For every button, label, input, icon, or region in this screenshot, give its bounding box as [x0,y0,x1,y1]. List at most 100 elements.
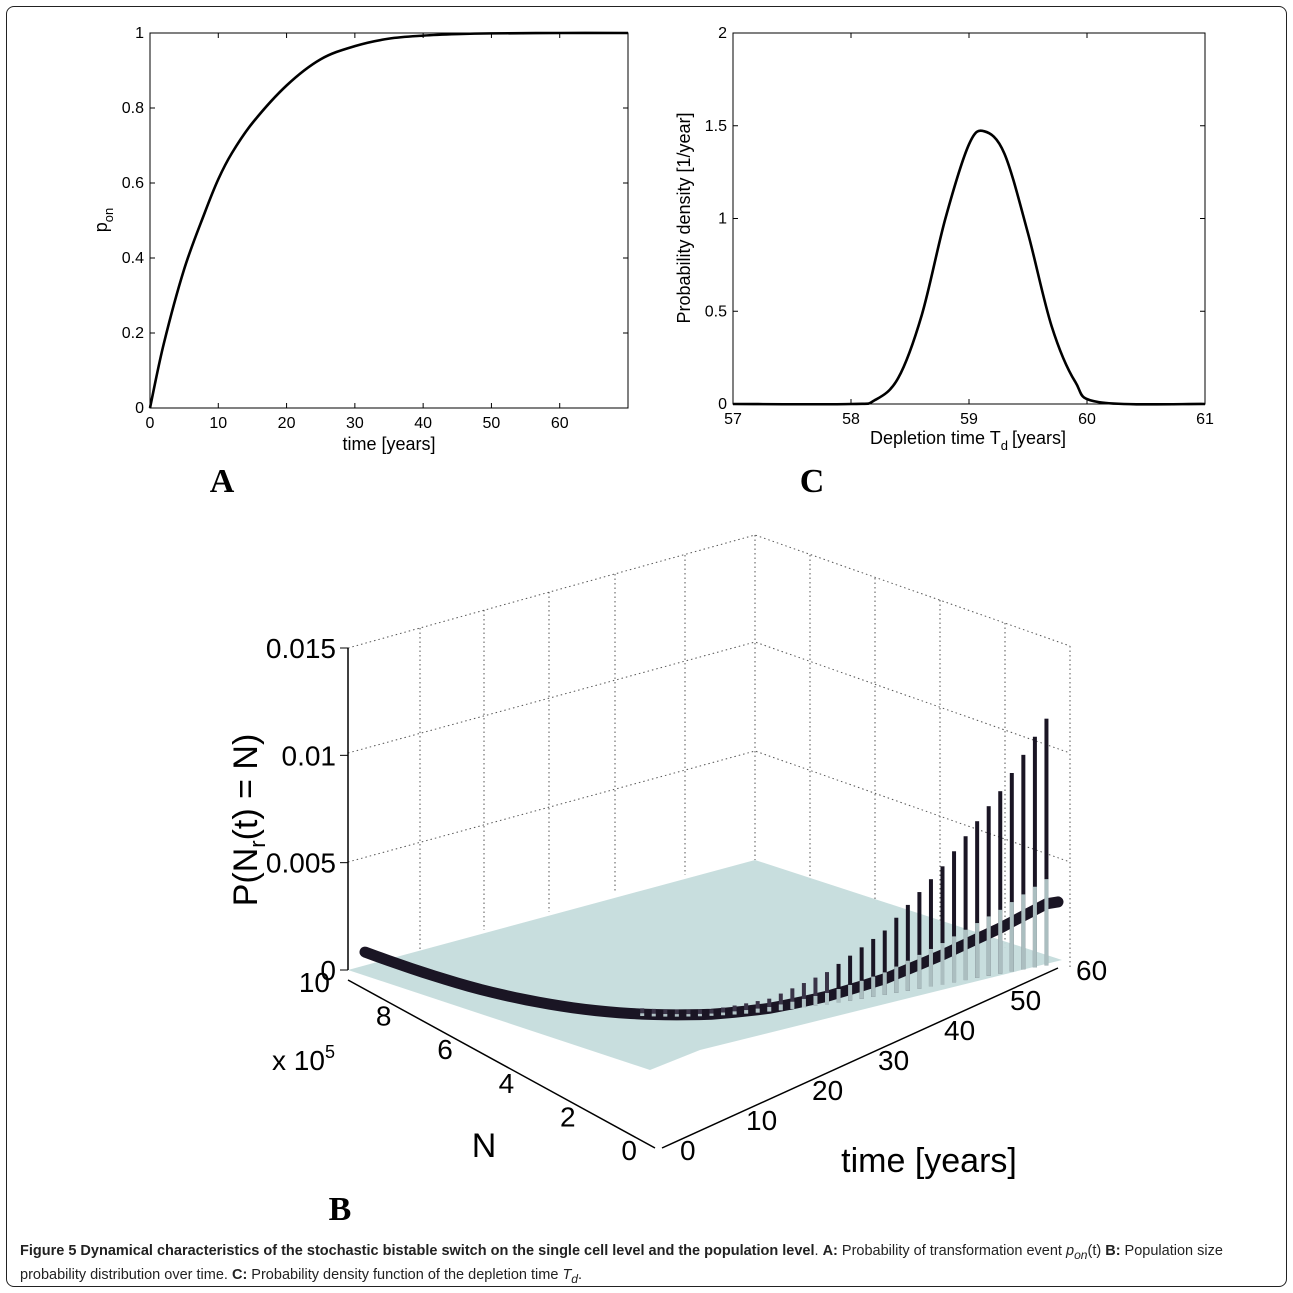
panel-b-bar-base [882,972,887,995]
panel-b-bar [674,1009,679,1017]
panel-b-ztick-label: 0.005 [266,848,336,879]
panel-b-bar-base [1021,894,1026,970]
panel-b-bar [686,1009,691,1017]
panel-b-ntick-label: 0 [621,1135,637,1166]
caption-a-symbol-sub: on [1074,1247,1088,1262]
panel-a-chart: 0 10 20 30 40 50 60 0 0.2 0.4 0.6 0.8 1 time [years… [91,25,629,500]
panel-b-bar [801,983,806,1008]
panel-b-bar [732,1005,737,1015]
panel-b-ztick-label: 0 [320,955,336,986]
panel-b-xlabel: time [years] [841,1142,1017,1180]
panel-c-chart: 57 58 59 60 61 0 0.5 1 1.5 2 Depletion time Td [y… [674,25,1214,500]
panel-b-bar [859,947,864,999]
panel-b-bar [1021,754,1026,970]
panel-b-ttick-label: 0 [680,1135,696,1166]
panel-b-bar [917,892,922,989]
panel-a-ytick-label: 0.8 [122,100,144,117]
panel-a-xtick-label: 60 [551,415,569,432]
panel-a-xtick-label: 0 [146,415,155,432]
panel-b-bar [882,930,887,995]
panel-a-xtick-label: 30 [346,415,364,432]
panel-b-ttick-label: 40 [944,1015,975,1046]
panel-a-xlabel: time [years] [342,434,435,454]
panel-b-bar [905,904,910,991]
panel-b-bar-base [697,1013,702,1017]
panel-b-grid-top-edge [347,534,1071,649]
panel-b-ztick-label: 0.01 [282,740,337,771]
panel-b-bar-base [790,1001,795,1009]
panel-b-bar [986,806,991,976]
caption-a-label: A: [822,1243,838,1259]
panel-b-bar [871,938,876,997]
caption-a-text: Probability of transformation event [837,1243,1066,1259]
panel-b-bar-base [836,989,841,1003]
panel-c-xtick-label: 59 [960,411,978,428]
panel-b-grid-z-0.01 [347,641,1071,754]
panel-b-bar [848,955,853,1001]
panel-b-n-axis [347,979,656,1149]
panel-b-bar [651,1008,656,1017]
panel-a-xtick-label: 20 [278,415,296,432]
panel-b-bar [928,879,933,987]
panel-b-grid-z-0.005 [347,750,1071,863]
panel-b-bar [1009,773,1014,972]
panel-b-bar-base [825,993,829,1005]
panel-b-bar [940,866,945,985]
panel-a-xtick-label: 10 [209,415,227,432]
panel-b-ntick-label: 8 [376,1001,392,1032]
panel-b-bar [640,1008,645,1017]
panel-b-bar-base [848,984,853,1001]
panel-b-bar-base [686,1014,691,1017]
caption-a-symbol: p [1065,1243,1075,1259]
panel-b-bar-base [767,1007,772,1012]
figure-frame [6,6,1287,1287]
panel-a-xtick-label: 40 [414,415,432,432]
panel-c-xtick-label: 60 [1078,411,1096,428]
panel-b-bar-base [1032,886,1037,968]
caption-title: Figure 5 Dynamical characteristics of th… [20,1243,815,1259]
panel-a-xtick-label: 50 [483,415,501,432]
panel-a-ytick-label: 0 [135,400,144,417]
panel-b-bar [963,836,968,981]
panel-b-ztick-label: 0.015 [266,633,336,664]
panel-b-bar [663,1009,668,1017]
panel-a-letter: A [210,463,235,500]
panel-b-bar-base [859,980,864,999]
panel-b-time-axis [661,967,1059,1149]
panel-b-ttick-label: 10 [746,1105,777,1136]
panel-b-bar [767,998,772,1012]
panel-b-bar-base [952,936,957,983]
panel-b-ttick-label: 60 [1076,955,1107,986]
panel-b-bar-base [1044,879,1049,966]
panel-b-bar [836,963,841,1003]
panel-b-multiplier: x 105 [272,1042,335,1076]
panel-b-bar [1044,718,1049,966]
panel-b-letter: B [329,1191,352,1228]
figure-canvas: 0 10 20 30 40 50 60 00.20.40.60.81 time [years… [91,25,1214,1228]
panel-a-ytick-label: 0.6 [122,175,144,192]
panel-b-bar-base [917,954,922,989]
panel-b-surface [348,860,1062,1070]
caption-c-label: C: [231,1266,248,1283]
panel-c-ylabel: Probability density [1/year] [674,112,694,323]
panel-b-zlabel: P(Nr(t) = N) [227,734,270,907]
panel-c-xlabel: Depletion time Td [years] [870,428,1066,453]
panel-a-ytick-label: 0.4 [122,250,144,267]
panel-c-axes-box [732,32,1206,405]
panel-b-bar-base [709,1013,714,1016]
panel-b-bar-base [674,1014,679,1017]
panel-a-ytick-label: 1 [135,25,144,42]
panel-b-bar-base [928,948,933,987]
panel-b-bar-base [940,943,945,985]
panel-b-ylabel: N [472,1127,497,1165]
panel-b-bar-base [975,923,980,978]
panel-b-bar-base [640,1013,645,1017]
panel-b-grid [347,534,1071,970]
caption-b-text: Population size probability distribution… [20,1243,1223,1283]
caption-c-symbol-sub: d [571,1271,579,1286]
panel-b-ttick-label: 30 [878,1045,909,1076]
panel-b-bar [697,1009,702,1017]
panel-b-bar [894,917,899,993]
panel-b-bar [755,1001,760,1013]
panel-c-letter: C [800,463,825,500]
